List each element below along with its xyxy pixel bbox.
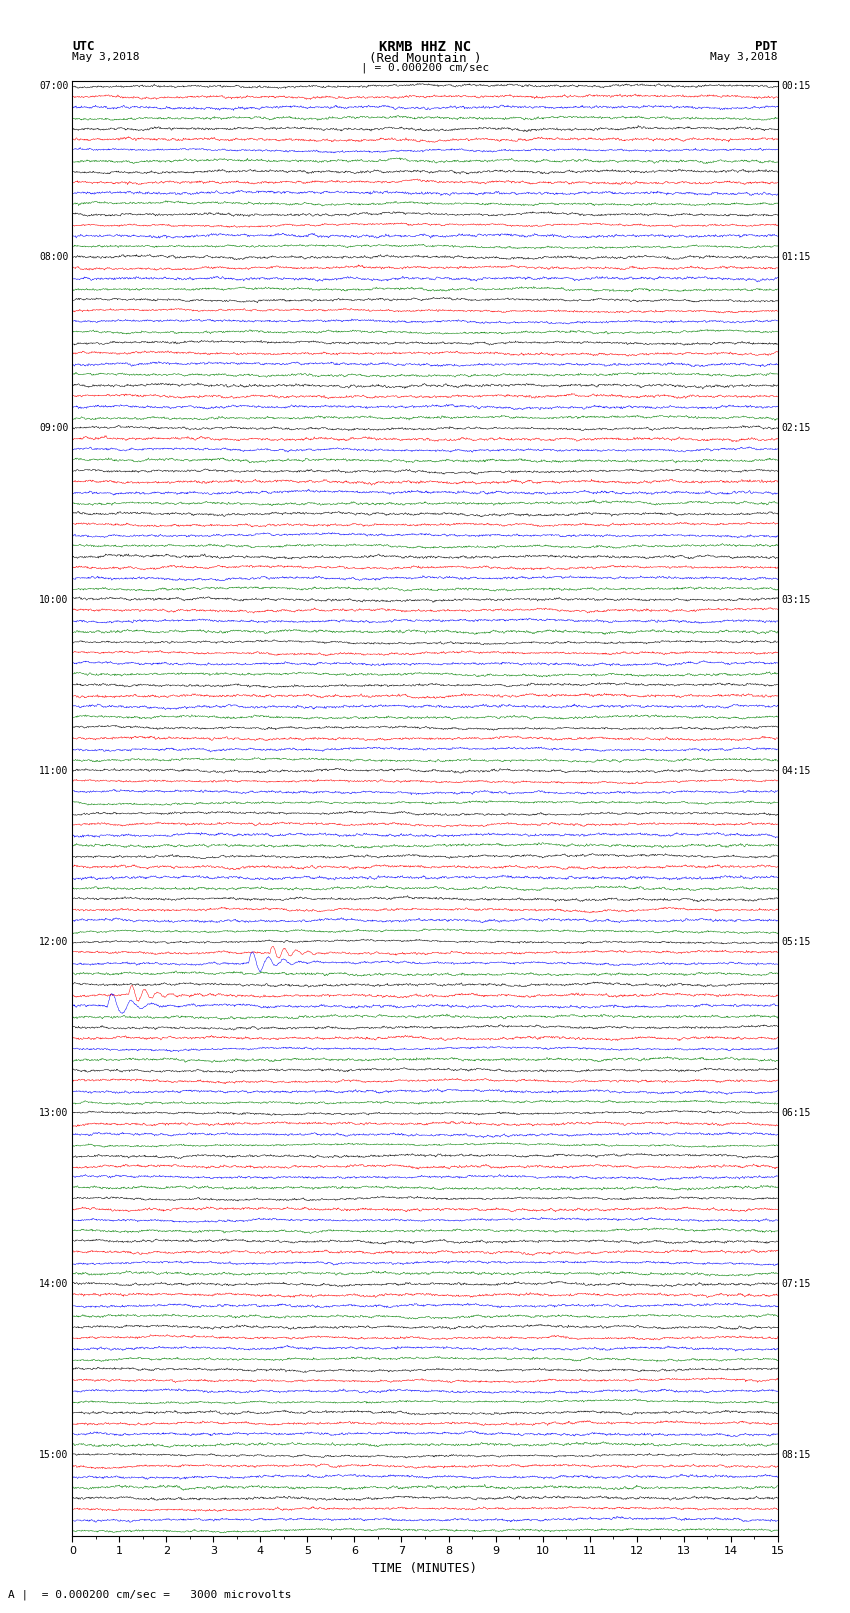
Text: 02:15: 02:15 bbox=[781, 423, 811, 434]
Text: 04:15: 04:15 bbox=[781, 766, 811, 776]
Text: | = 0.000200 cm/sec: | = 0.000200 cm/sec bbox=[361, 63, 489, 74]
Text: 03:15: 03:15 bbox=[781, 595, 811, 605]
Text: 00:15: 00:15 bbox=[781, 81, 811, 90]
Text: (Red Mountain ): (Red Mountain ) bbox=[369, 52, 481, 65]
Text: May 3,2018: May 3,2018 bbox=[711, 52, 778, 61]
Text: 06:15: 06:15 bbox=[781, 1108, 811, 1118]
Text: 07:00: 07:00 bbox=[39, 81, 69, 90]
Text: 12:00: 12:00 bbox=[39, 937, 69, 947]
Text: 10:00: 10:00 bbox=[39, 595, 69, 605]
Text: 14:00: 14:00 bbox=[39, 1279, 69, 1289]
Text: 09:00: 09:00 bbox=[39, 423, 69, 434]
Text: 15:00: 15:00 bbox=[39, 1450, 69, 1460]
Text: 08:15: 08:15 bbox=[781, 1450, 811, 1460]
Text: PDT: PDT bbox=[756, 40, 778, 53]
Text: 05:15: 05:15 bbox=[781, 937, 811, 947]
Text: 13:00: 13:00 bbox=[39, 1108, 69, 1118]
Text: May 3,2018: May 3,2018 bbox=[72, 52, 139, 61]
Text: KRMB HHZ NC: KRMB HHZ NC bbox=[379, 40, 471, 55]
Text: 01:15: 01:15 bbox=[781, 252, 811, 263]
Text: 08:00: 08:00 bbox=[39, 252, 69, 263]
Text: 07:15: 07:15 bbox=[781, 1279, 811, 1289]
X-axis label: TIME (MINUTES): TIME (MINUTES) bbox=[372, 1561, 478, 1574]
Text: A |  = 0.000200 cm/sec =   3000 microvolts: A | = 0.000200 cm/sec = 3000 microvolts bbox=[8, 1589, 292, 1600]
Text: 11:00: 11:00 bbox=[39, 766, 69, 776]
Text: UTC: UTC bbox=[72, 40, 94, 53]
